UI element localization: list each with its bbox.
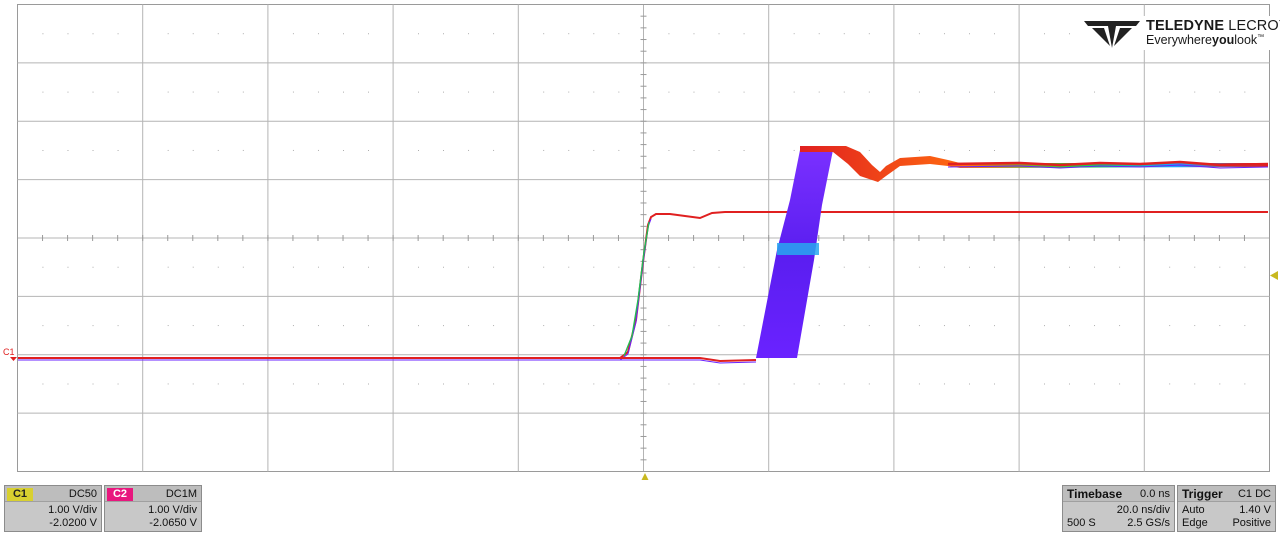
brand-logo: TELEDYNE LECROY Everywhereyoulook™ [1082, 16, 1280, 50]
timebase-title: Timebase [1067, 487, 1123, 501]
trigger-level: 1.40 V [1239, 504, 1271, 516]
channel-label-c2: C2 [107, 488, 133, 501]
trigger-source: C1 DC [1237, 488, 1271, 500]
timebase-scale: 20.0 ns/div [1116, 504, 1170, 516]
timebase-descriptor[interactable]: Timebase 0.0 ns 20.0 ns/div 500 S 2.5 GS… [1062, 485, 1175, 532]
trigger-position-marker [641, 473, 649, 480]
vertical-scale-c1: 1.00 V/div [48, 504, 97, 516]
trigger-descriptor[interactable]: Trigger C1 DC Auto 1.40 V Edge Positive [1177, 485, 1276, 532]
brand-tagline: Everywhereyoulook™ [1146, 33, 1265, 47]
brand-name: TELEDYNE LECROY [1146, 18, 1280, 34]
coupling-c1: DC50 [68, 488, 97, 500]
offset-c2: -2.0650 V [149, 517, 197, 529]
teledyne-logo-icon [1084, 21, 1140, 48]
trace-c1 [18, 146, 1269, 364]
graticule-ticks [17, 4, 1270, 472]
trigger-slope: Positive [1232, 517, 1271, 529]
trigger-title: Trigger [1182, 487, 1223, 501]
timebase-samples: 500 S [1067, 517, 1096, 529]
timebase-delay: 0.0 ns [1140, 488, 1170, 500]
vertical-scale-c2: 1.00 V/div [148, 504, 197, 516]
coupling-c2: DC1M [165, 488, 197, 500]
trigger-level-marker [1270, 271, 1278, 280]
trigger-mode: Auto [1182, 504, 1205, 516]
channel-descriptor-c2[interactable]: C2 DC1M 1.00 V/div -2.0650 V [104, 485, 202, 532]
channel-descriptor-c1[interactable]: C1 DC50 1.00 V/div -2.0200 V [4, 485, 102, 532]
trigger-type: Edge [1182, 517, 1208, 529]
offset-c1: -2.0200 V [49, 517, 97, 529]
timebase-sample-rate: 2.5 GS/s [1127, 517, 1170, 529]
ground-marker-c1: C1 [3, 347, 15, 357]
channel-label-c1: C1 [7, 488, 33, 501]
waveform-display: C1 [3, 4, 1278, 480]
